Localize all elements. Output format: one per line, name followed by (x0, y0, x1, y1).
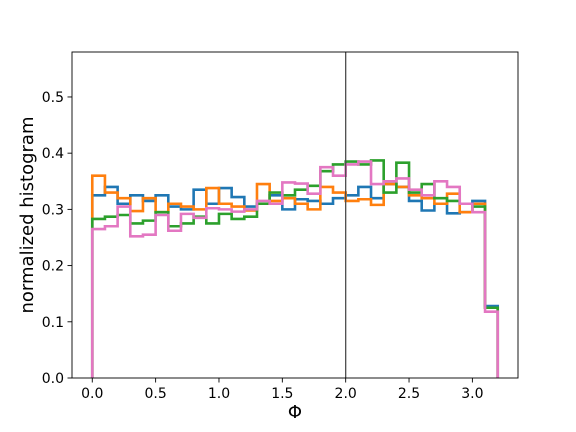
y-tick-label: 0.1 (42, 315, 64, 331)
y-axis: 0.0 0.1 0.2 0.3 0.4 0.5 (42, 90, 72, 387)
y-axis-label: normalized histogram (17, 117, 38, 314)
x-axis: 0.0 0.5 1.0 1.5 2.0 2.5 3.0 (81, 378, 484, 402)
histogram-series-4 (90, 160, 500, 378)
axes-frame (71, 51, 519, 379)
x-tick-label: 1.0 (208, 386, 230, 402)
y-tick-label: 0.4 (42, 146, 64, 162)
x-axis-label: Φ (288, 402, 302, 423)
x-tick-label: 0.0 (81, 386, 103, 402)
x-tick-label: 1.5 (271, 386, 293, 402)
x-tick-label: 0.5 (144, 386, 166, 402)
y-tick-label: 0.3 (42, 202, 64, 218)
x-tick-label: 3.0 (461, 386, 483, 402)
plot-area (90, 52, 500, 378)
y-tick-label: 0.2 (42, 259, 64, 275)
x-tick-label: 2.0 (335, 386, 357, 402)
y-tick-label: 0.0 (42, 371, 64, 387)
x-tick-label: 2.5 (398, 386, 420, 402)
y-tick-label: 0.5 (42, 90, 64, 106)
